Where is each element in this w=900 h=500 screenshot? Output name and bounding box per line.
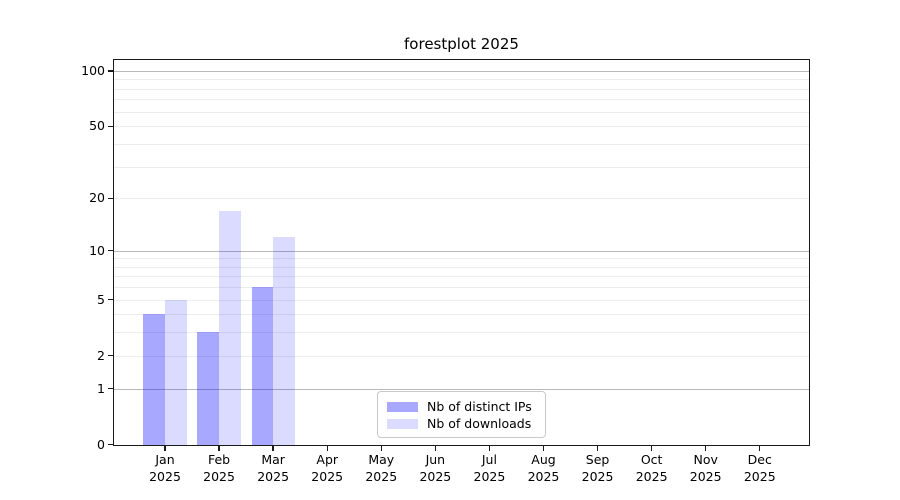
y-tick-mark [108, 298, 113, 301]
x-tick-mark [596, 446, 599, 451]
y-major-gridline [114, 70, 810, 72]
y-tick-mark [108, 444, 113, 446]
x-tick-label-aug: Aug 2025 [527, 452, 560, 484]
y-tick-label: 10 [89, 242, 105, 258]
x-tick-mark [705, 446, 707, 451]
y-major-gridline [114, 250, 810, 252]
y-tick-mark [108, 197, 113, 199]
legend-label-distinct-ips: Nb of distinct IPs [427, 399, 532, 414]
y-minor-gridline [114, 299, 810, 301]
bar-distinct-ips-jan [143, 314, 165, 445]
y-minor-gridline [114, 314, 810, 316]
y-tick-label: 0 [97, 436, 105, 452]
y-tick-label: 100 [81, 62, 105, 78]
y-minor-gridline [114, 111, 810, 113]
legend-swatch-downloads [387, 418, 418, 430]
y-tick-mark [108, 355, 113, 357]
bar-distinct-ips-feb [197, 332, 220, 445]
x-tick-mark [218, 446, 220, 451]
y-minor-gridline [114, 287, 810, 289]
y-minor-gridline [114, 99, 810, 101]
y-tick-label: 1 [97, 380, 105, 396]
y-tick-label: 2 [97, 347, 105, 363]
x-tick-label-mar: Mar 2025 [257, 452, 290, 484]
x-tick-mark [380, 446, 382, 451]
y-minor-gridline [114, 88, 810, 90]
x-tick-label-nov: Nov 2025 [689, 452, 722, 484]
x-tick-mark [488, 446, 491, 451]
y-minor-gridline [114, 258, 810, 260]
x-tick-label-apr: Apr 2025 [311, 452, 344, 484]
x-tick-mark [164, 446, 166, 451]
legend: Nb of distinct IPs Nb of downloads [377, 391, 546, 438]
x-tick-label-jan: Jan 2025 [149, 452, 181, 484]
y-tick-mark [108, 125, 113, 127]
y-minor-gridline [114, 79, 810, 81]
legend-swatch-distinct-ips [387, 401, 418, 413]
x-tick-mark [272, 446, 274, 451]
x-tick-label-sep: Sep 2025 [581, 452, 614, 484]
y-minor-gridline [114, 355, 810, 357]
bar-downloads-jan [165, 299, 187, 445]
y-minor-gridline [114, 266, 810, 268]
bar-downloads-feb [219, 210, 241, 445]
x-tick-mark [326, 446, 328, 451]
legend-label-downloads: Nb of downloads [427, 416, 532, 431]
y-minor-gridline [114, 276, 810, 278]
y-tick-mark [108, 249, 113, 252]
y-minor-gridline [114, 198, 810, 200]
y-tick-mark [108, 70, 113, 72]
x-tick-label-jun: Jun 2025 [419, 452, 452, 484]
x-tick-label-oct: Oct 2025 [635, 452, 668, 484]
y-minor-gridline [114, 332, 810, 334]
y-tick-label: 5 [97, 291, 105, 307]
x-tick-mark [542, 446, 545, 451]
chart-title: forestplot 2025 [404, 35, 519, 53]
y-minor-gridline [114, 126, 810, 128]
x-tick-label-dec: Dec 2025 [743, 452, 776, 484]
bar-downloads-mar [273, 237, 295, 445]
legend-item-downloads: Nb of downloads [387, 416, 536, 432]
y-minor-gridline [114, 143, 810, 145]
y-major-gridline [114, 388, 810, 390]
x-tick-mark [434, 446, 436, 451]
bar-distinct-ips-mar [251, 287, 274, 445]
x-tick-label-feb: Feb 2025 [203, 452, 235, 484]
y-tick-label: 50 [89, 118, 105, 134]
y-tick-mark [108, 387, 113, 390]
x-tick-label-jul: Jul 2025 [473, 452, 506, 484]
x-tick-label-may: May 2025 [365, 452, 398, 484]
y-minor-gridline [114, 166, 810, 168]
x-tick-mark [650, 446, 653, 451]
x-tick-mark [759, 446, 761, 451]
y-tick-label: 20 [89, 190, 105, 206]
legend-item-distinct-ips: Nb of distinct IPs [387, 399, 536, 415]
